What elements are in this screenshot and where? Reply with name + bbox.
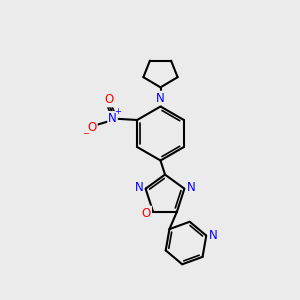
Text: O: O — [88, 121, 97, 134]
Text: +: + — [115, 107, 122, 116]
Text: −: − — [82, 130, 89, 139]
Text: N: N — [208, 229, 217, 242]
Text: O: O — [142, 206, 151, 220]
Text: N: N — [187, 181, 195, 194]
Text: O: O — [104, 93, 113, 106]
Text: N: N — [108, 112, 117, 125]
Text: N: N — [156, 92, 165, 105]
Text: N: N — [135, 181, 143, 194]
